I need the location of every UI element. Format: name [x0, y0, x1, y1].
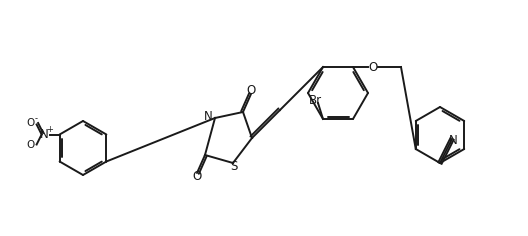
- Text: O: O: [247, 84, 256, 97]
- Text: N: N: [40, 128, 49, 141]
- Text: N: N: [449, 135, 457, 148]
- Text: S: S: [230, 160, 238, 173]
- Text: O: O: [192, 169, 202, 182]
- Text: +: +: [46, 125, 53, 134]
- Text: Br: Br: [308, 94, 322, 107]
- Text: O: O: [369, 60, 378, 74]
- Text: O: O: [26, 140, 35, 151]
- Text: O: O: [26, 118, 35, 128]
- Text: N: N: [204, 110, 212, 123]
- Text: -: -: [34, 114, 37, 123]
